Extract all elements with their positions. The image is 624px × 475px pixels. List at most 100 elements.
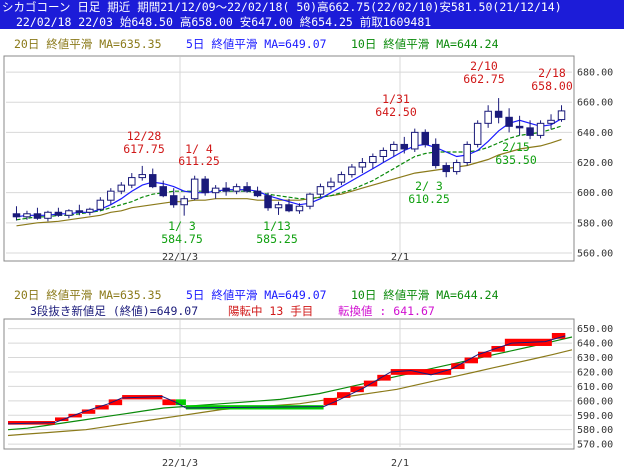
legend-ma10: 10日 終値平滑 MA=644.24 xyxy=(351,288,499,302)
candle-body xyxy=(473,122,482,145)
chart-title-bar: シカゴコーン 日足 期近 期間21/12/09～22/02/18( 50)高66… xyxy=(0,0,624,15)
legend-ma5: 5日 終値平滑 MA=649.07 xyxy=(186,37,327,51)
candle-body xyxy=(505,116,513,127)
y-tick-label: 650.00 xyxy=(577,324,613,335)
y-tick-label: 580.00 xyxy=(577,425,613,436)
price-annotations: 12/28 617.75 1/ 4 611.25 1/ 3 584.75 1/1… xyxy=(123,59,573,246)
annotation-peak-value: 611.25 xyxy=(178,154,220,168)
candle-body xyxy=(547,119,555,124)
brick-up xyxy=(491,345,505,352)
candle-body xyxy=(96,199,105,210)
annotation-peak-date: 2/10 xyxy=(470,59,498,73)
candlestick-panel: 560.00 580.00 600.00 620.00 640.00 660.00 680.… xyxy=(3,37,613,263)
chart-title: シカゴコーン 日足 期近 期間21/12/09～22/02/18( 50)高66… xyxy=(2,0,562,14)
y-tick-label: 610.00 xyxy=(577,382,613,393)
candle-body xyxy=(44,211,52,219)
brick-up xyxy=(337,392,351,398)
y-tick-label: 570.00 xyxy=(577,440,613,451)
annotation-peak-date: 12/28 xyxy=(127,129,162,143)
candle-body xyxy=(421,131,430,145)
candlestick-legend: 20日 終値平滑 MA=635.35 5日 終値平滑 MA=649.07 10日… xyxy=(14,37,499,51)
candle-body xyxy=(337,174,346,183)
status-new-value: 3段抜き新値足 (終値)=649.07 xyxy=(30,304,198,318)
candle-body xyxy=(369,155,377,164)
annotation-trough-value: 610.25 xyxy=(408,192,450,206)
candle-body xyxy=(190,178,199,200)
quote-summary: 22/02/18 22/03 始648.50 高658.00 安647.00 終… xyxy=(16,15,432,29)
annotation-peak-value: 642.50 xyxy=(375,105,417,119)
y-tick-label: 680.00 xyxy=(577,68,613,79)
candle-body xyxy=(138,174,147,179)
candle-body xyxy=(316,186,325,195)
new-value-reference-line xyxy=(7,335,566,425)
candle-body xyxy=(86,208,94,213)
annotation-trough-value: 584.75 xyxy=(161,232,203,246)
annotation-peak-date: 2/18 xyxy=(538,66,566,80)
candle-body xyxy=(526,127,534,136)
brick-up xyxy=(478,351,492,358)
candlestick-y-axis: 560.00 580.00 600.00 620.00 640.00 660.00 680.… xyxy=(577,68,613,260)
candle-body xyxy=(65,210,73,216)
candle-body xyxy=(54,211,63,216)
annotation-trough-date: 2/ 3 xyxy=(415,179,443,193)
candle-body xyxy=(494,110,503,118)
candle-body xyxy=(358,162,367,168)
candle-body xyxy=(327,181,335,188)
x-label-jan: 22/1/3 xyxy=(162,252,198,263)
ma10-line xyxy=(7,336,573,431)
candle-body xyxy=(159,186,167,197)
candle-body xyxy=(400,143,409,150)
new-value-trace xyxy=(7,335,566,425)
candle-body xyxy=(232,186,241,192)
candle-body xyxy=(379,149,388,157)
y-tick-label: 580.00 xyxy=(577,218,613,229)
candle-body xyxy=(33,213,42,219)
candle-body xyxy=(536,122,545,136)
candle-body xyxy=(452,162,461,173)
candle-body xyxy=(75,210,84,213)
y-tick-label: 620.00 xyxy=(577,158,613,169)
brick-up xyxy=(162,399,176,406)
brick-up xyxy=(551,332,566,339)
annotation-peak-value: 617.75 xyxy=(123,142,165,156)
legend-ma5: 5日 終値平滑 MA=649.07 xyxy=(186,288,327,302)
candle-body xyxy=(222,187,230,192)
candle-body xyxy=(107,190,115,201)
new-value-panel: 570.00 580.00 590.00 600.00 610.00 620.00 630.… xyxy=(3,288,613,469)
new-value-legend: 20日 終値平滑 MA=635.35 5日 終値平滑 MA=649.07 10日… xyxy=(14,288,499,318)
annotation-trough-date: 1/13 xyxy=(263,219,291,233)
brick-up xyxy=(68,413,82,418)
status-reversal-value: 転換値 : 641.67 xyxy=(338,304,435,318)
y-tick-label: 600.00 xyxy=(577,396,613,407)
annotation-trough-date: 2/15 xyxy=(502,140,530,154)
legend-ma20: 20日 終値平滑 MA=635.35 xyxy=(14,37,162,51)
annotation-trough-value: 635.50 xyxy=(495,153,537,167)
candle-body xyxy=(211,187,220,194)
annotation-peak-date: 1/31 xyxy=(382,92,410,106)
new-value-moving-averages xyxy=(7,336,573,437)
legend-ma10: 10日 終値平滑 MA=644.24 xyxy=(351,37,499,51)
brick-up xyxy=(377,374,391,381)
y-tick-label: 600.00 xyxy=(577,188,613,199)
new-value-y-axis: 570.00 580.00 590.00 600.00 610.00 620.00 630.… xyxy=(577,324,613,450)
annotation-trough-date: 1/ 3 xyxy=(168,219,196,233)
candle-body xyxy=(442,165,450,173)
candle-body xyxy=(117,184,126,192)
x-label-feb: 2/1 xyxy=(391,252,409,263)
brick-up xyxy=(55,417,69,422)
status-trend-count: 陽転中 13 手目 xyxy=(228,304,313,318)
y-tick-label: 640.00 xyxy=(577,339,613,350)
candle-body xyxy=(253,190,262,197)
candlestick-series xyxy=(12,98,566,222)
candle-body xyxy=(243,186,251,192)
candle-body xyxy=(148,174,157,188)
ma20-line xyxy=(7,349,573,437)
candle-body xyxy=(201,178,209,194)
candle-body xyxy=(23,213,31,218)
brick-down xyxy=(175,399,186,406)
candle-body xyxy=(169,195,178,206)
candle-body xyxy=(264,195,272,209)
candle-body xyxy=(274,204,283,209)
candle-body xyxy=(295,205,304,212)
candle-body xyxy=(431,143,440,167)
